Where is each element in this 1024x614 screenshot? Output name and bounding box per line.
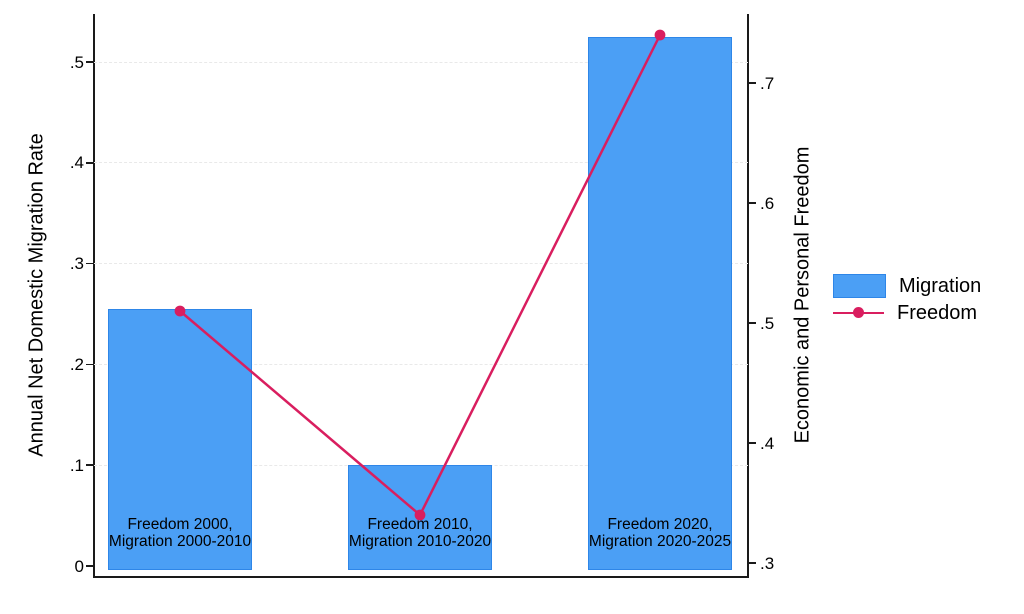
bar-category-label-line: Migration 2010-2020	[348, 533, 492, 550]
left-axis-title: Annual Net Domestic Migration Rate	[25, 133, 48, 457]
bar-category-label: Freedom 2000, Migration 2000-2010	[70, 516, 290, 550]
y-left-tick-label: .2	[69, 354, 84, 374]
migration-bar	[588, 36, 732, 570]
y-right-tick	[748, 442, 756, 444]
freedom-swatch	[833, 302, 884, 324]
bar-category-label-line: Migration 2020-2025	[588, 533, 732, 550]
y-left-tick	[86, 162, 94, 164]
legend-item-freedom: Freedom	[833, 299, 1023, 326]
legend-item-migration: Migration	[833, 272, 1023, 299]
y-right-tick-label: .3	[760, 553, 775, 573]
bar-category-label-line: Freedom 2000,	[127, 516, 233, 533]
y-axis-right-line	[747, 14, 749, 577]
y-left-tick-label: .4	[69, 153, 84, 173]
y-right-tick-label: .4	[760, 433, 775, 453]
y-left-tick-label: .5	[69, 52, 84, 72]
y-right-tick-label: .7	[760, 73, 775, 93]
bar-category-label: Freedom 2010, Migration 2010-2020	[310, 516, 530, 550]
y-left-tick	[86, 464, 94, 466]
bar-category-label: Freedom 2020, Migration 2020-2025	[550, 516, 770, 550]
y-left-tick	[86, 565, 94, 567]
y-left-tick-label: .3	[69, 254, 84, 274]
y-left-tick	[86, 363, 94, 366]
y-right-tick	[748, 562, 756, 564]
legend-label-freedom: Freedom	[897, 301, 978, 324]
y-axis-left-line	[93, 14, 95, 577]
freedom-swatch-dot	[853, 307, 864, 318]
y-left-tick	[86, 61, 94, 63]
y-right-tick	[748, 82, 756, 84]
legend: Migration Freedom	[833, 272, 1023, 326]
bar-category-label-line: Freedom 2010,	[367, 516, 473, 533]
right-axis-title: Economic and Personal Freedom	[791, 146, 814, 444]
x-axis-line	[93, 576, 749, 578]
y-left-tick-label: .1	[69, 455, 84, 475]
bar-category-label-line: Freedom 2020,	[607, 516, 713, 533]
bar-category-label-line: Migration 2000-2010	[108, 533, 252, 550]
y-left-tick-label: 0	[74, 556, 84, 576]
migration-swatch	[833, 273, 886, 298]
legend-label-migration: Migration	[899, 274, 982, 297]
y-right-tick	[748, 322, 756, 324]
y-right-tick-label: .5	[760, 313, 775, 333]
y-right-tick-label: .6	[760, 193, 775, 213]
y-left-tick	[86, 262, 94, 265]
y-right-tick	[748, 202, 756, 204]
